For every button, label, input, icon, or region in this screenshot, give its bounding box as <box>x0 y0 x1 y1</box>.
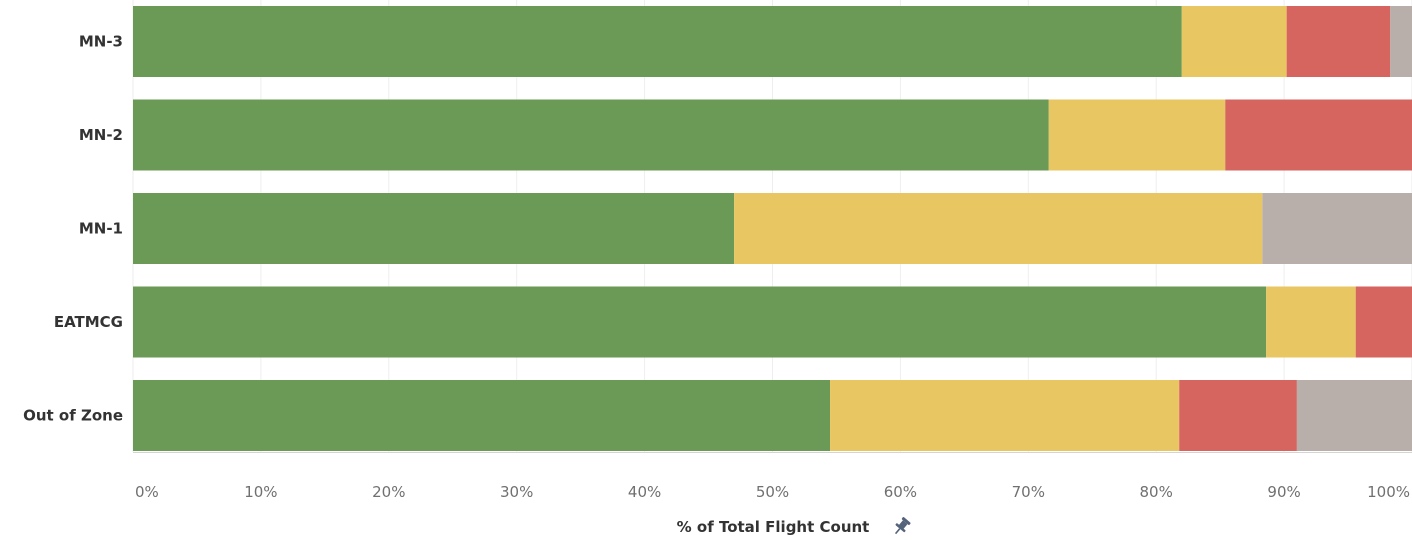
x-tick-label: 70% <box>1012 483 1045 501</box>
x-tick-labels: 0% 10% 20% 30% 40% 50% 60% 70% 80% 90% 100% <box>135 483 1410 501</box>
x-tick-label: 50% <box>756 483 789 501</box>
bar-segment[interactable] <box>1181 6 1287 77</box>
bar-segment[interactable] <box>133 193 735 264</box>
pin-icon-head <box>901 517 911 525</box>
pin-icon-needle <box>894 528 901 535</box>
bar-segment[interactable] <box>1048 99 1226 171</box>
bar-segment[interactable] <box>1296 380 1412 451</box>
bar-segment[interactable] <box>1286 6 1391 77</box>
bar-segment[interactable] <box>1225 99 1412 171</box>
bar-segment[interactable] <box>1262 193 1412 264</box>
pin-icon-base <box>895 523 906 533</box>
x-tick-label: 90% <box>1267 483 1300 501</box>
pin-icon[interactable] <box>891 516 912 538</box>
category-label: MN-1 <box>79 220 123 238</box>
x-tick-label: 10% <box>244 483 277 501</box>
bar-segment[interactable] <box>1390 6 1412 77</box>
x-tick-label: 40% <box>628 483 661 501</box>
bar-segment[interactable] <box>1179 380 1297 451</box>
category-label: MN-3 <box>79 33 123 51</box>
bars <box>133 6 1412 451</box>
bar-segment[interactable] <box>133 99 1049 171</box>
x-axis-title: % of Total Flight Count <box>677 518 870 536</box>
category-label: MN-2 <box>79 126 123 144</box>
x-tick-label: 80% <box>1140 483 1173 501</box>
bar-segment[interactable] <box>133 380 831 451</box>
x-tick-label: 0% <box>135 483 159 501</box>
bar-segment[interactable] <box>830 380 1180 451</box>
x-tick-label: 20% <box>372 483 405 501</box>
bar-segment[interactable] <box>133 6 1182 77</box>
bar-segment[interactable] <box>133 286 1267 358</box>
bar-segment[interactable] <box>1355 286 1412 358</box>
x-tick-label: 60% <box>884 483 917 501</box>
bar-segment[interactable] <box>734 193 1263 264</box>
category-label: EATMCG <box>54 313 123 331</box>
x-tick-label: 30% <box>500 483 533 501</box>
bar-segment[interactable] <box>1266 286 1356 358</box>
category-labels: MN-3 MN-2 MN-1 EATMCG Out of Zone <box>23 33 123 425</box>
category-label: Out of Zone <box>23 407 123 425</box>
x-tick-label: 100% <box>1367 483 1410 501</box>
